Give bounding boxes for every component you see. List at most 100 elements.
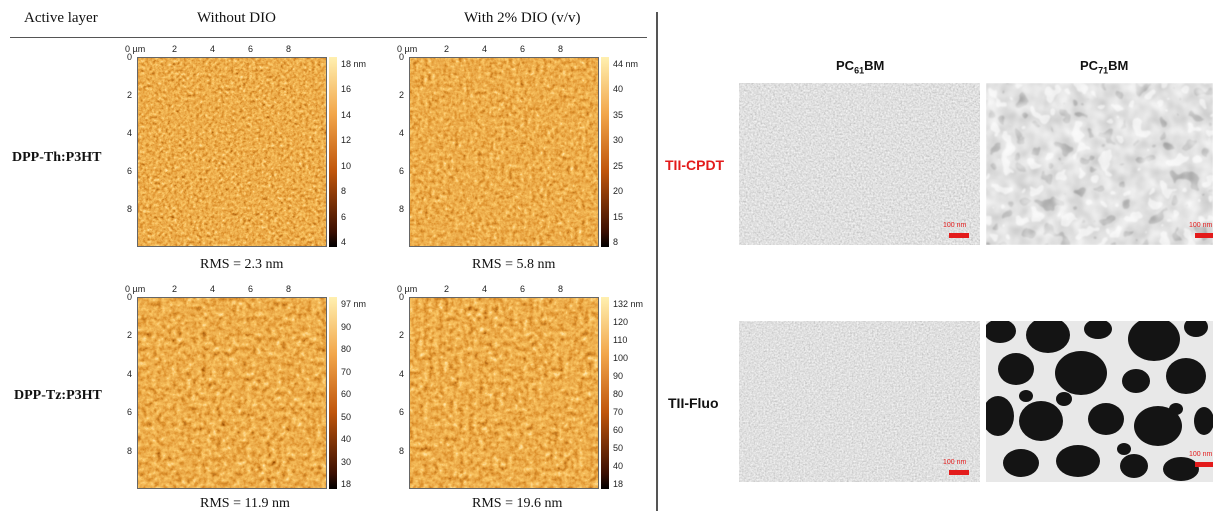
colorbar-tick-label: 14 [341,109,352,120]
colorbar [601,297,609,489]
axis-tick-label: 4 [399,128,405,138]
axis-tick-label: 2 [127,90,133,100]
colorbar-tick-label: 40 [341,434,352,444]
axis-tick-label: 4 [210,44,216,54]
colorbar-tick-label: 120 [613,317,629,327]
axis-tick-label: 2 [399,90,405,100]
axis-tick-label: 0 [127,292,133,302]
tem-domain [1122,369,1150,393]
axis-tick-label: 0 µm [125,44,146,54]
afm-image [137,297,327,489]
axis-tick-label: 0 µm [125,284,146,294]
header-divider [10,37,647,38]
colorbar-tick-label: 132 nm [613,299,644,309]
axis-tick-label: 2 [172,284,178,294]
axis-tick-label: 0 [399,292,405,302]
axis-tick-label: 0 µm [397,284,418,294]
colorbar-tick-label: 4 [341,237,347,247]
tem-header-pc61bm: PC61BM [836,58,885,76]
axis-tick-label: 6 [248,284,254,294]
colorbar-tick-label: 18 [341,479,352,489]
scale-bar [949,233,969,238]
colorbar-tick-label: 44 nm [613,59,639,69]
tem-domain [1169,403,1183,415]
axis-tick-label: 2 [127,330,133,341]
axis-tick-label: 4 [482,44,488,54]
tem-row-label-tii-cpdt: TII-CPDT [665,157,725,173]
tem-domain [1019,401,1063,441]
scale-bar [949,470,969,475]
colorbar-tick-label: 20 [613,186,624,197]
axis-tick-label: 8 [286,284,292,294]
tem-domain [1056,392,1072,406]
colorbar-tick-label: 35 [613,109,624,120]
colorbar-tick-label: 8 [341,186,347,197]
colorbar-tick-label: 40 [613,461,624,471]
colorbar-tick-label: 18 [613,479,624,489]
tem-domain [986,396,1014,436]
axis-tick-label: 8 [286,44,292,54]
rms-label: RMS = 2.3 nm [200,257,284,272]
header-without-dio: Without DIO [197,10,276,26]
axis-tick-label: 6 [127,407,133,418]
colorbar-tick-label: 60 [613,425,624,435]
axis-tick-label: 8 [558,44,564,54]
colorbar-tick-label: 70 [613,407,624,417]
colorbar-tick-label: 90 [613,371,624,381]
axis-tick-label: 6 [399,407,405,418]
axis-tick-label: 2 [399,330,405,341]
colorbar-tick-label: 6 [341,211,347,222]
axis-tick-label: 4 [482,284,488,294]
colorbar-tick-label: 12 [341,135,352,146]
axis-tick-label: 4 [127,128,133,138]
tem-domain [1194,407,1213,435]
afm-image [409,57,599,247]
tem-domain [1088,403,1124,435]
scale-label: 100 nm [943,222,967,229]
rms-label: RMS = 5.8 nm [472,257,556,272]
panel-divider [656,12,658,511]
scale-label: 100 nm [1189,222,1213,229]
scale-bar [1195,233,1213,238]
axis-tick-label: 6 [520,284,526,294]
axis-tick-label: 0 [399,52,405,62]
afm-image [137,57,327,247]
tem-domain [1026,321,1070,353]
scale-label: 100 nm [1189,451,1213,458]
tem-domain [1184,321,1208,337]
colorbar-tick-label: 100 [613,353,629,363]
tem-domain [1084,321,1112,339]
colorbar-tick-label: 18 nm [341,59,367,69]
tem-image-tii-cpdt-pc71bm [986,83,1213,245]
tem-image-tii-cpdt-pc61bm [739,83,980,245]
scale-label: 100 nm [943,459,967,466]
axis-tick-label: 0 [127,52,133,62]
tem-image-tii-fluo-pc71bm [986,321,1213,482]
colorbar [601,57,609,247]
axis-tick-label: 8 [127,204,133,214]
axis-tick-label: 6 [127,166,133,176]
colorbar-tick-label: 15 [613,211,624,222]
colorbar-tick-label: 50 [341,411,352,422]
axis-tick-label: 6 [520,44,526,54]
colorbar-tick-label: 50 [613,443,624,453]
tem-domain [1166,358,1206,394]
axis-tick-label: 4 [399,368,405,379]
header-active-layer: Active layer [24,10,98,26]
tem-domain [986,321,1016,343]
tem-domain [1117,443,1131,455]
header-with-dio: With 2% DIO (v/v) [464,10,581,26]
tem-domain [998,353,1034,385]
axis-tick-label: 2 [172,44,178,54]
row-label-dpp-tz: DPP-Tz:P3HT [14,388,102,403]
colorbar-tick-label: 110 [613,335,628,345]
colorbar-tick-label: 80 [341,344,352,354]
colorbar-tick-label: 16 [341,84,352,95]
axis-tick-label: 0 µm [397,44,418,54]
axis-tick-label: 8 [127,445,133,456]
axis-tick-label: 4 [127,368,133,379]
rms-label: RMS = 19.6 nm [472,496,563,511]
axis-tick-label: 4 [210,284,216,294]
tem-row-label-tii-fluo: TII-Fluo [668,395,719,411]
tem-header-pc71bm: PC71BM [1080,58,1129,76]
